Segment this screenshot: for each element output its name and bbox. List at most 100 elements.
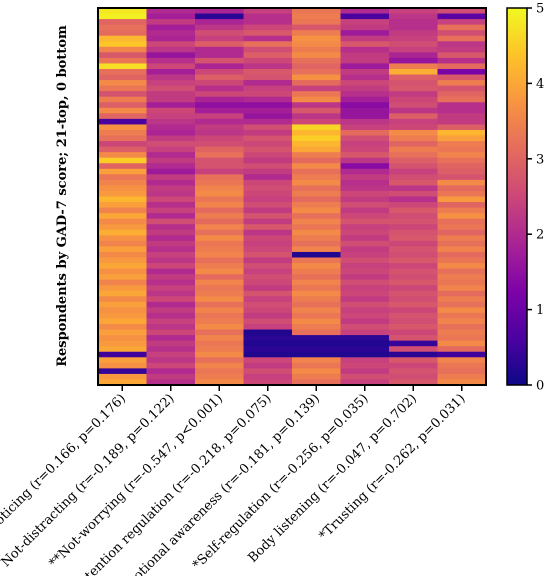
heatmap-cell (292, 157, 342, 164)
heatmap-cell (243, 351, 293, 358)
heatmap-cell (243, 63, 293, 70)
heatmap-cell (243, 113, 293, 120)
heatmap-cell (98, 340, 148, 347)
heatmap-cell (340, 296, 390, 303)
heatmap-cell (292, 57, 342, 65)
heatmap-cell (292, 324, 342, 331)
heatmap-cell (340, 279, 390, 286)
heatmap-cell (98, 246, 148, 253)
colorbar-tick-label: 5 (536, 2, 544, 17)
heatmap-cell (389, 263, 439, 270)
heatmap-cell (243, 335, 293, 342)
heatmap-cell (146, 213, 196, 220)
heatmap-cell (340, 118, 390, 126)
heatmap-cell (340, 129, 390, 137)
heatmap-cell (243, 35, 293, 42)
heatmap-cell (389, 57, 439, 65)
heatmap-cell (340, 19, 390, 26)
x-tick-label: *Self-regulation (r=-0.256, p=0.035) (190, 391, 372, 573)
heatmap-cell (98, 196, 148, 203)
heatmap-cell (292, 268, 342, 275)
heatmap-cell (146, 312, 196, 320)
heatmap-cell (389, 357, 439, 364)
heatmap-cell (146, 268, 196, 275)
heatmap-cell (98, 35, 148, 42)
heatmap-cell (389, 207, 439, 214)
heatmap-cell (340, 41, 390, 48)
heatmap-cell (437, 107, 487, 114)
heatmap-cell (340, 307, 390, 314)
heatmap-cell (340, 13, 390, 20)
heatmap-cell (292, 274, 342, 281)
heatmap-cell (340, 207, 390, 214)
heatmap-cell (243, 340, 293, 347)
heatmap-cell (437, 301, 487, 308)
heatmap-cell (292, 368, 342, 375)
heatmap-cell (340, 24, 390, 31)
heatmap-cell (437, 357, 487, 364)
heatmap-cell (243, 8, 293, 15)
heatmap-cell (389, 179, 439, 187)
heatmap-cell (389, 30, 439, 37)
heatmap-cell (292, 296, 342, 303)
heatmap-cell (243, 257, 293, 264)
heatmap-cell (389, 113, 439, 120)
heatmap-cell (146, 118, 196, 126)
heatmap-cell (389, 373, 439, 381)
heatmap-cell (292, 13, 342, 20)
heatmap-cell (146, 41, 196, 48)
heatmap-cell (195, 174, 245, 181)
heatmap-cell (243, 240, 293, 247)
heatmap-cell (389, 290, 439, 297)
heatmap-cell (243, 74, 293, 81)
heatmap-cell (389, 274, 439, 281)
heatmap-cell (340, 96, 390, 103)
heatmap-cell (98, 207, 148, 214)
heatmap-cell (146, 57, 196, 65)
heatmap-cell (146, 279, 196, 286)
heatmap-cell (437, 202, 487, 209)
heatmap-cell (437, 340, 487, 347)
heatmap-cell (389, 185, 439, 192)
heatmap-cell (195, 179, 245, 187)
heatmap-cell (292, 218, 342, 225)
heatmap-cell (195, 279, 245, 286)
heatmap-cell (437, 35, 487, 42)
heatmap-cell (437, 129, 487, 137)
heatmap-cell (389, 268, 439, 275)
heatmap-cell (437, 152, 487, 159)
heatmap-cell (146, 301, 196, 308)
heatmap-cell (243, 373, 293, 381)
heatmap-cell (292, 301, 342, 308)
heatmap-cell (195, 8, 245, 15)
heatmap-cell (292, 174, 342, 181)
heatmap-cell (98, 285, 148, 292)
heatmap-cell (98, 113, 148, 120)
heatmap-cell (437, 146, 487, 153)
heatmap-cell (243, 229, 293, 236)
heatmap-cell (146, 19, 196, 26)
heatmap-cell (292, 24, 342, 31)
heatmap-cell (437, 368, 487, 375)
heatmap-cell (98, 379, 148, 386)
heatmap-cell (98, 185, 148, 192)
heatmap-cell (98, 179, 148, 187)
heatmap-cell (389, 41, 439, 48)
heatmap-cell (437, 307, 487, 314)
heatmap-cell (195, 251, 245, 259)
colorbar-axis: 0 1 2 3 4 5 (527, 2, 544, 394)
heatmap-cell (146, 329, 196, 336)
heatmap-cell (98, 157, 148, 164)
heatmap-cell (243, 57, 293, 65)
heatmap-cell (146, 52, 196, 59)
heatmap-cell (389, 318, 439, 325)
heatmap-cell (195, 57, 245, 65)
heatmap-cell (98, 213, 148, 220)
heatmap-cell (389, 19, 439, 26)
heatmap-cell (340, 46, 390, 53)
x-tick-label: Body listening (r=-0.047, p=0.702) (245, 391, 420, 566)
heatmap-cell (340, 335, 390, 342)
heatmap-cell (389, 135, 439, 142)
heatmap-cell (243, 80, 293, 87)
heatmap-cell (389, 235, 439, 242)
